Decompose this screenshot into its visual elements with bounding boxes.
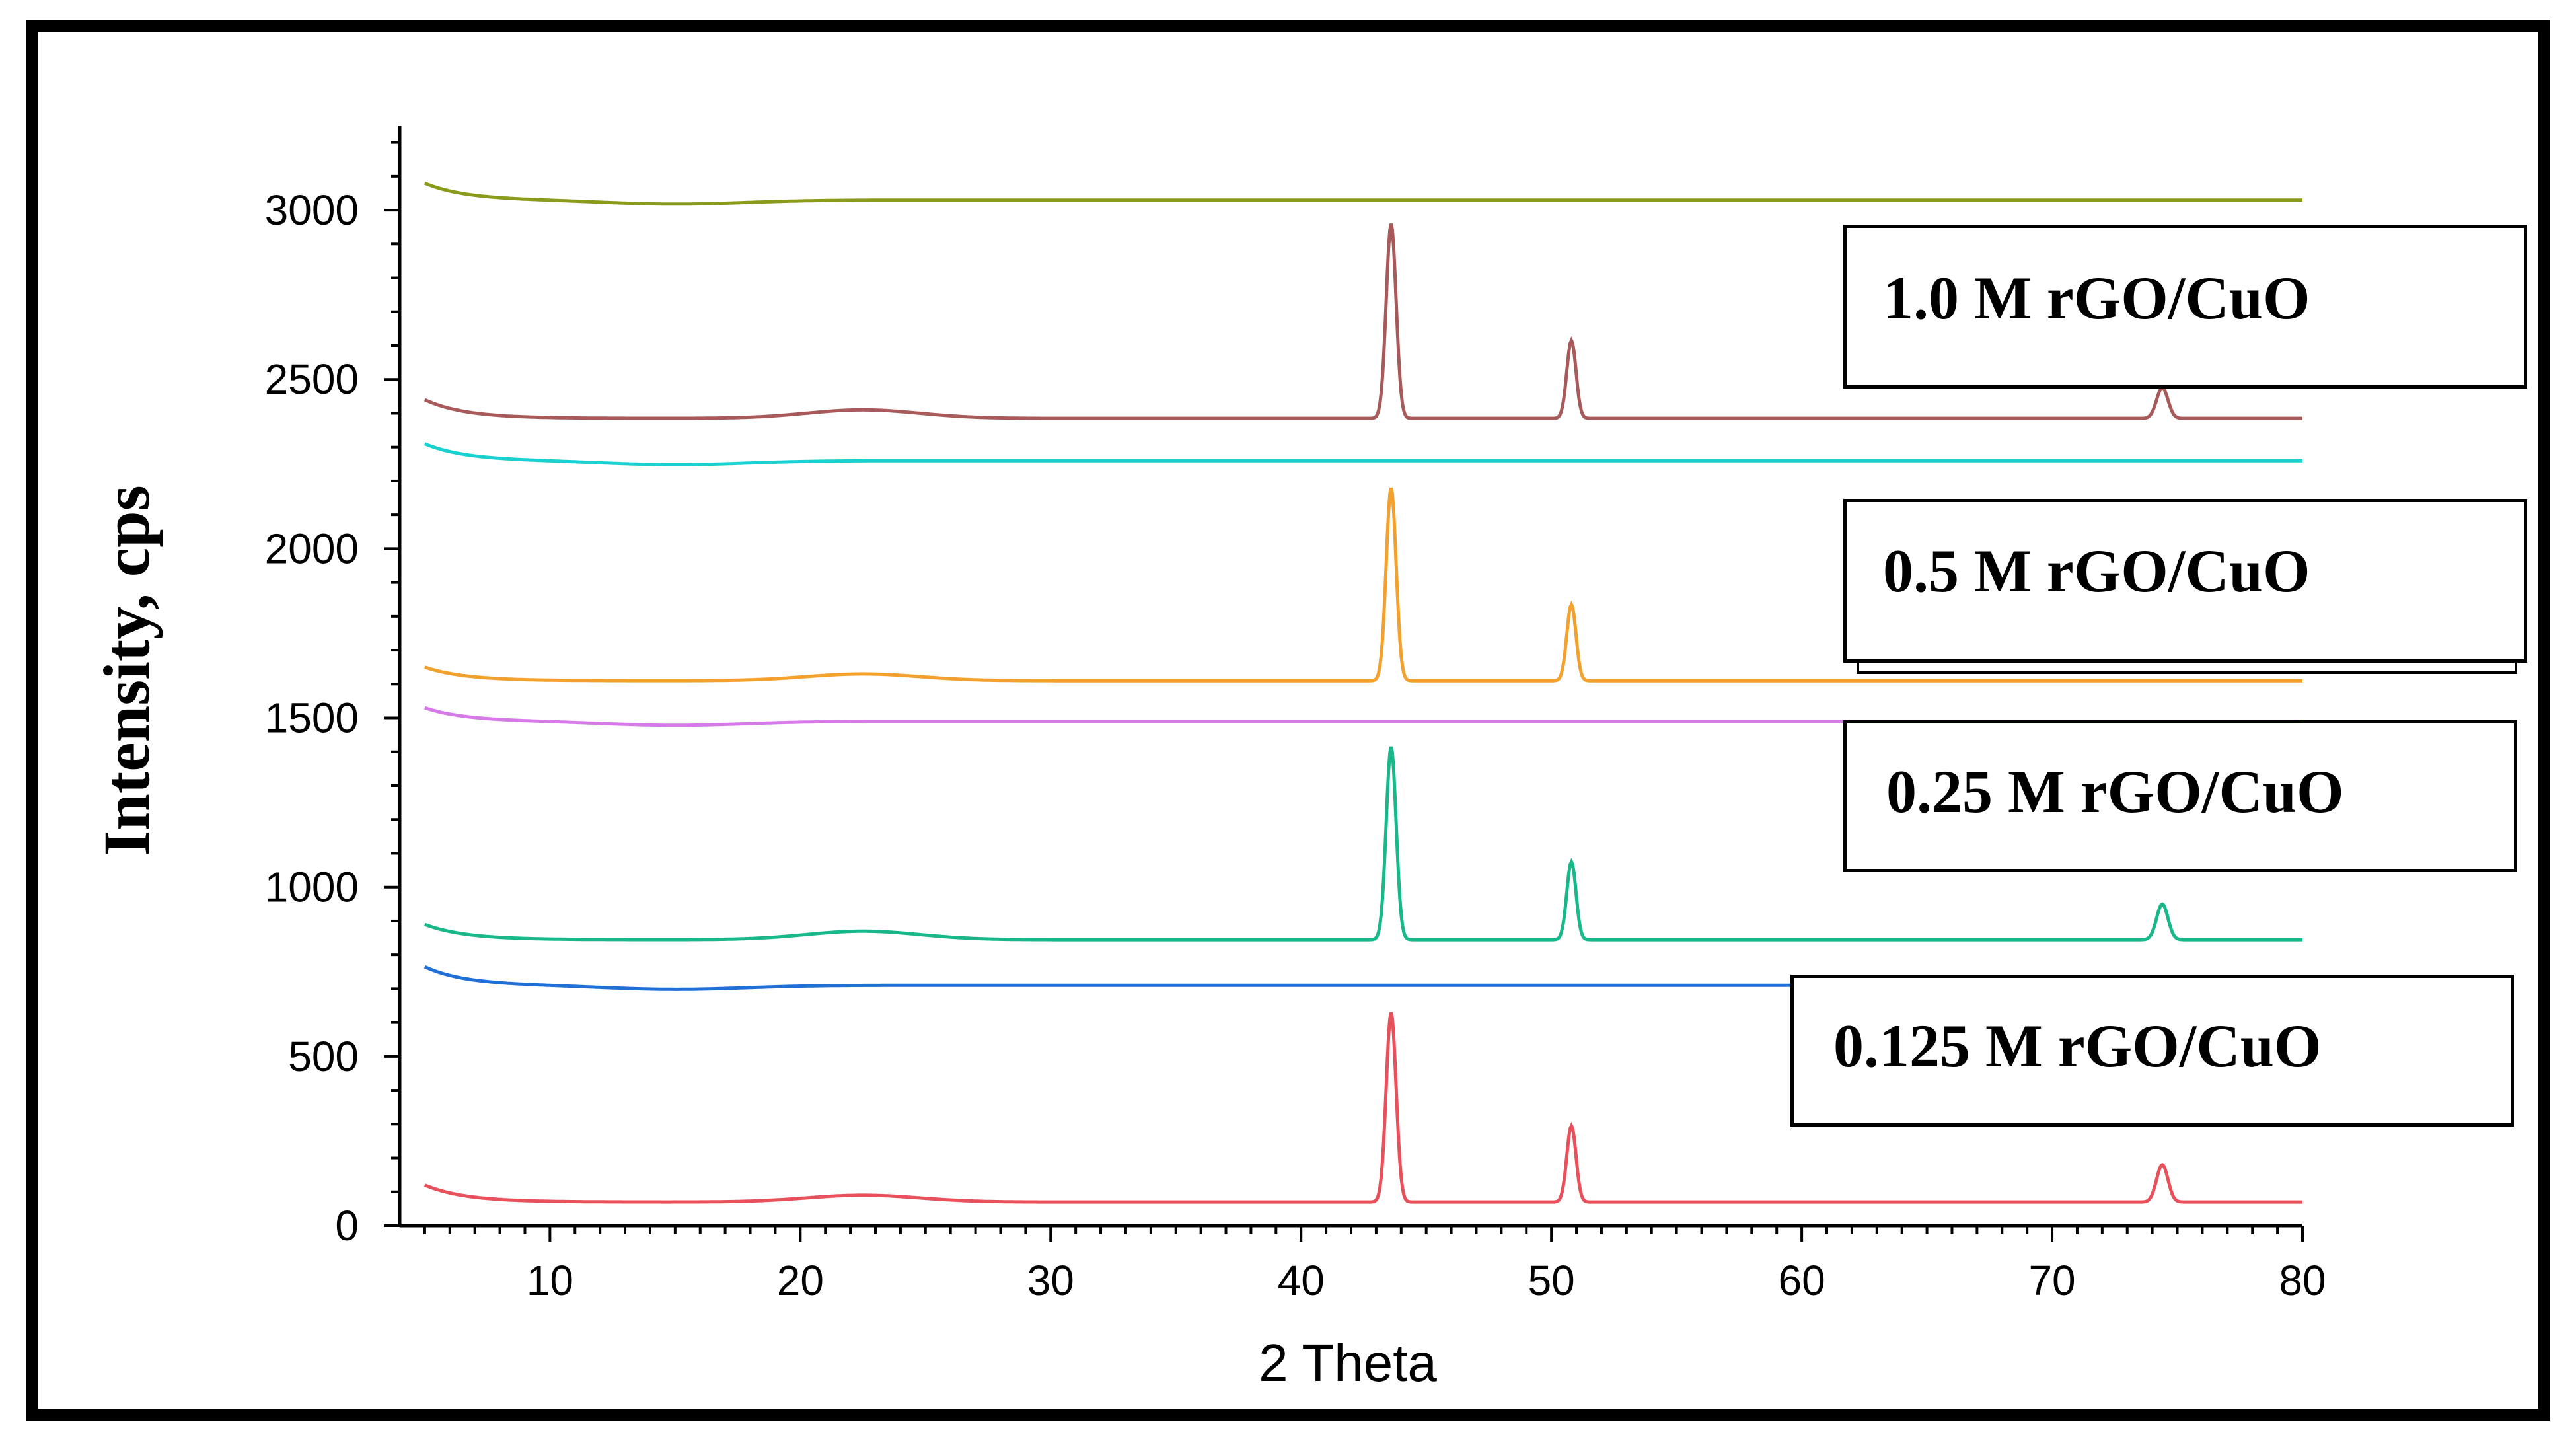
x-tick-label: 70 xyxy=(2028,1257,2075,1304)
legend-box-2 xyxy=(1843,499,2527,663)
legend-box-1 xyxy=(1843,225,2527,389)
y-tick-label: 2000 xyxy=(265,525,359,572)
series-line-5 xyxy=(424,487,2302,683)
legend-box-3 xyxy=(1843,720,2517,872)
legend-label-1: 1.0 M rGO/CuO xyxy=(1883,264,2310,332)
y-tick-label: 500 xyxy=(288,1033,359,1080)
legend-box-4 xyxy=(1790,975,2514,1127)
series-line-8 xyxy=(423,181,2302,206)
legend-label-4: 0.125 M rGO/CuO xyxy=(1833,1012,2322,1080)
legend-label-2: 0.5 M rGO/CuO xyxy=(1883,537,2310,605)
y-tick-label: 2500 xyxy=(265,355,359,403)
x-tick-label: 50 xyxy=(1528,1257,1575,1304)
series-line-6 xyxy=(423,442,2302,466)
y-tick-label: 0 xyxy=(335,1202,359,1249)
axes-layer: 0 500 1000 1500 2000 2500 3000 10 20 30 40 50 60 70 80 xyxy=(265,126,2326,1304)
x-tick-label: 40 xyxy=(1278,1257,1325,1304)
y-axis-title: Intensity, cps xyxy=(90,485,163,856)
legend-label-3: 0.25 M rGO/CuO xyxy=(1886,758,2344,825)
x-axis-title: 2 Theta xyxy=(1259,1333,1437,1392)
y-tick-label: 3000 xyxy=(265,186,359,234)
x-tick-label: 10 xyxy=(527,1257,573,1304)
series-line-7 xyxy=(423,223,2302,420)
x-tick-label: 20 xyxy=(777,1257,824,1304)
y-tick-label: 1000 xyxy=(265,864,359,911)
x-tick-label: 30 xyxy=(1027,1257,1074,1304)
x-tick-label: 80 xyxy=(2279,1257,2326,1304)
series-line-1 xyxy=(423,1012,2302,1204)
series-line-3 xyxy=(423,746,2302,942)
y-tick-label: 1500 xyxy=(265,694,359,742)
x-tick-label: 60 xyxy=(1779,1257,1825,1304)
